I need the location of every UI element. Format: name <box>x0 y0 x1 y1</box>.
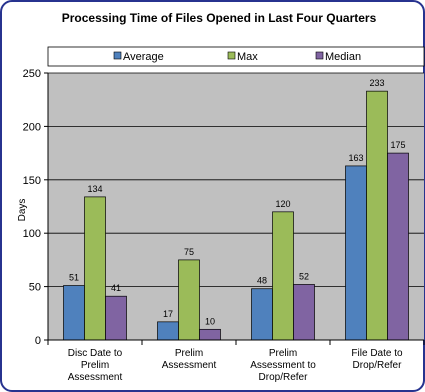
y-tick-label: 50 <box>29 282 41 294</box>
legend-swatch <box>315 51 324 60</box>
data-label: 75 <box>184 247 194 257</box>
bar-median <box>105 295 127 341</box>
data-label: 52 <box>299 271 309 281</box>
chart-title: Processing Time of Files Opened in Last … <box>62 11 377 25</box>
bars: 51 134 41 17 75 10 48 120 52 163 233 175 <box>63 78 409 341</box>
y-tick-label: 0 <box>35 335 41 347</box>
x-tick-label: Assessment <box>162 360 217 371</box>
legend-swatch <box>113 51 122 60</box>
x-tick-label: Drop/Refer <box>259 372 309 383</box>
bar-average <box>251 288 273 341</box>
bar-median <box>199 328 221 341</box>
chart-legend: Average Max Median <box>47 46 425 67</box>
legend-box <box>47 46 425 67</box>
data-label: 41 <box>111 283 121 293</box>
data-label: 48 <box>257 276 267 286</box>
bar-max <box>272 211 294 341</box>
x-tick-label: Prelim <box>175 348 203 359</box>
y-axis: 0 50 100 150 200 250 <box>23 68 49 347</box>
data-label: 175 <box>390 140 405 150</box>
legend-label: Average <box>123 51 164 63</box>
x-tick-label: File Date to <box>351 348 403 359</box>
bar-max <box>84 196 106 341</box>
y-axis-label: Days <box>17 199 28 222</box>
data-label: 10 <box>205 316 215 326</box>
bar-median <box>293 284 315 341</box>
legend-label: Max <box>237 51 258 63</box>
data-label: 51 <box>69 273 79 283</box>
y-tick-label: 250 <box>23 68 41 80</box>
bar-median <box>387 152 409 341</box>
bar-max <box>178 259 200 341</box>
bar-average <box>63 285 85 341</box>
x-axis: Disc Date toPrelimAssessmentPrelimAssess… <box>47 339 425 383</box>
data-label: 134 <box>87 184 102 194</box>
legend-label: Median <box>325 51 361 63</box>
y-tick-label: 100 <box>23 228 41 240</box>
x-tick-label: Assessment <box>68 372 123 383</box>
bar-average <box>345 165 367 341</box>
data-label: 163 <box>348 153 363 163</box>
bar-average <box>157 321 179 341</box>
x-tick-label: Prelim <box>269 348 297 359</box>
data-label: 17 <box>163 309 173 319</box>
legend-swatch <box>227 51 236 60</box>
data-label: 233 <box>369 78 384 88</box>
y-tick-label: 150 <box>23 175 41 187</box>
x-tick-label: Assessment to <box>250 360 316 371</box>
x-tick-label: Prelim <box>81 360 109 371</box>
y-tick-label: 200 <box>23 121 41 133</box>
x-tick-label: Drop/Refer <box>353 360 403 371</box>
bar-max <box>366 90 388 341</box>
data-label: 120 <box>275 199 290 209</box>
x-tick-label: Disc Date to <box>68 348 123 359</box>
